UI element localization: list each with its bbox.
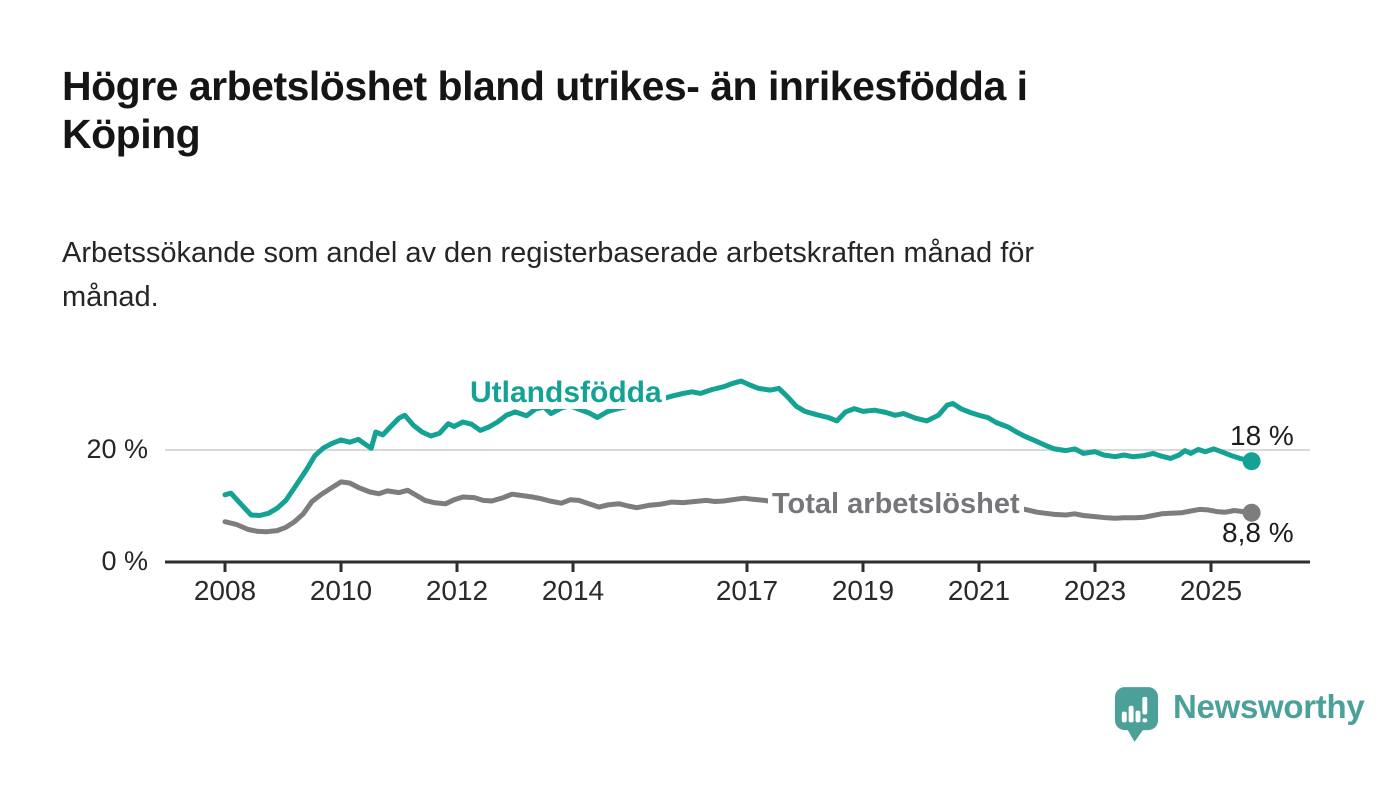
newsworthy-logo: Newsworthy [1114, 686, 1365, 743]
x-tick-label: 2014 [541, 575, 605, 606]
x-tick-label: 2010 [309, 575, 373, 606]
x-tick-label: 2017 [715, 575, 779, 606]
x-tick-label: 2023 [1063, 575, 1127, 606]
utlandsf-dda-end-dot [1242, 452, 1261, 471]
end-value-label-utlandsfodda: 18 % [1230, 420, 1294, 451]
y-tick-label: 0 % [101, 546, 148, 576]
series-label-utlandsfodda: Utlandsfödda [466, 376, 666, 409]
x-tick-label: 2008 [193, 575, 257, 606]
x-tick-label: 2025 [1179, 575, 1243, 606]
x-tick-label: 2012 [425, 575, 489, 606]
page-title: Högre arbetslöshet bland utrikes- än inr… [62, 63, 1028, 158]
x-tick-label: 2021 [947, 575, 1011, 606]
utlandsf-dda-line [222, 378, 1255, 518]
end-value-label-total: 8,8 % [1222, 517, 1294, 548]
series-label-total-arbetsloshet: Total arbetslöshet [768, 488, 1024, 521]
total-arbetsl-shet-end-dot [1242, 503, 1261, 522]
total-arbetsl-shet-line [222, 479, 1255, 535]
bar-chart-speech-bubble-icon [1114, 687, 1159, 742]
x-tick-label: 2019 [831, 575, 895, 606]
y-tick-label: 20 % [86, 434, 148, 464]
logo-wordmark: Newsworthy [1173, 688, 1365, 725]
page-subtitle: Arbetssökande som andel av den registerb… [62, 237, 1035, 313]
